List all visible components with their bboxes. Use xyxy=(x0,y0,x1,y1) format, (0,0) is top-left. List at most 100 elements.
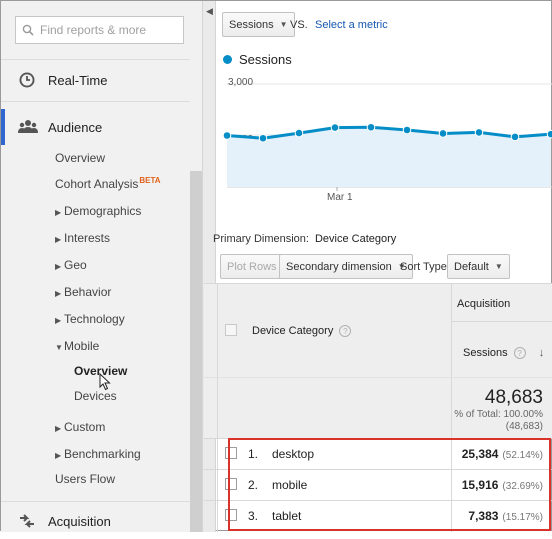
primary-dimension-label: Primary Dimension: xyxy=(213,233,309,245)
row-device-link[interactable]: mobile xyxy=(272,478,308,492)
chart-legend-label: Sessions xyxy=(239,52,292,67)
primary-dimension-value[interactable]: Device Category xyxy=(314,233,397,245)
caret-right-icon: ▶ xyxy=(55,235,62,244)
sidebar-item-technology[interactable]: ▶ Technology xyxy=(55,312,125,326)
table-row[interactable]: 3. tablet 7,383 (15.17%) xyxy=(204,501,552,531)
sidebar-item-geo[interactable]: ▶ Geo xyxy=(55,258,87,272)
sidebar-item-custom[interactable]: ▶ Custom xyxy=(55,420,105,434)
sidebar-item-behavior[interactable]: ▶ Behavior xyxy=(55,285,111,299)
chevron-down-icon: ▼ xyxy=(279,20,288,29)
legend-dot xyxy=(223,55,232,64)
table-border xyxy=(204,469,552,470)
sort-type-value: Default xyxy=(454,260,489,273)
series-area xyxy=(227,127,551,187)
caret-right-icon: ▶ xyxy=(55,208,62,217)
primary-dimension: Primary Dimension: Device Category xyxy=(213,233,396,245)
sidebar-item-demographics[interactable]: ▶ Demographics xyxy=(55,204,141,218)
sidebar-item-label: Behavior xyxy=(64,285,112,299)
active-indicator xyxy=(1,109,5,145)
caret-right-icon: ▶ xyxy=(55,424,62,433)
table-border xyxy=(204,283,552,284)
row-device-link[interactable]: tablet xyxy=(272,509,302,523)
sort-type-select[interactable]: Default ▼ xyxy=(447,254,510,279)
sidebar-item-mobile-overview[interactable]: Overview xyxy=(74,364,128,378)
row-number: 1. xyxy=(248,447,259,461)
sidebar: Find reports & more Real-Time Audience O… xyxy=(1,1,203,532)
sessions-header-label: Sessions xyxy=(463,347,508,359)
caret-right-icon: ▶ xyxy=(55,451,62,460)
sidebar-divider xyxy=(1,59,190,60)
secondary-dimension-select[interactable]: Secondary dimension ▼ xyxy=(279,254,413,279)
sidebar-item-label: Technology xyxy=(64,312,125,326)
device-category-header[interactable]: Device Category? xyxy=(252,325,352,338)
data-point-2 xyxy=(294,128,304,138)
table-border xyxy=(204,377,552,378)
sidebar-item-realtime[interactable]: Real-Time xyxy=(1,62,190,98)
select-all-checkbox[interactable] xyxy=(225,324,237,336)
row-number: 3. xyxy=(248,509,259,523)
y-tick-label-top: 3,000 xyxy=(228,77,253,88)
data-point-6 xyxy=(438,129,448,138)
row-number: 2. xyxy=(248,478,259,492)
sidebar-item-overview[interactable]: Overview xyxy=(55,151,106,165)
sessions-total: 48,683 xyxy=(484,387,543,408)
sidebar-item-users-flow[interactable]: Users Flow xyxy=(55,472,116,486)
sort-type-label: Sort Type: xyxy=(400,261,450,273)
search-icon xyxy=(22,24,34,36)
data-point-4 xyxy=(366,122,376,132)
chevron-left-icon: ◀ xyxy=(206,6,213,16)
sessions-column-header[interactable]: Sessions? ↓ xyxy=(463,347,544,360)
report-main: Sessions ▼ VS. Select a metric Sessions … xyxy=(204,1,552,532)
mouse-cursor-icon xyxy=(99,373,111,391)
row-sessions-value: 15,916 xyxy=(461,478,499,492)
table-border xyxy=(451,321,552,322)
sidebar-item-acquisition[interactable]: Acquisition xyxy=(1,503,190,539)
row-sessions: 7,383 (15.17%) xyxy=(468,509,543,523)
people-icon xyxy=(18,120,38,133)
sidebar-item-mobile-devices[interactable]: Devices xyxy=(74,389,117,403)
row-checkbox[interactable] xyxy=(225,509,237,521)
select-metric-link[interactable]: Select a metric xyxy=(315,19,388,31)
acquisition-icon xyxy=(20,514,34,528)
sidebar-item-mobile[interactable]: ▼Mobile xyxy=(55,339,99,353)
help-icon[interactable]: ? xyxy=(339,325,352,338)
data-point-9 xyxy=(546,129,552,139)
sessions-line-chart[interactable]: 3,000 1,500 Mar 1 xyxy=(217,69,552,207)
data-point-3 xyxy=(330,123,340,132)
sidebar-item-cohort-analysis[interactable]: Cohort AnalysisBETA xyxy=(55,176,161,191)
sidebar-item-audience[interactable]: Audience xyxy=(1,109,190,145)
table-row[interactable]: 2. mobile 15,916 (32.69%) xyxy=(204,470,552,500)
data-point-8 xyxy=(510,132,520,142)
metric-select[interactable]: Sessions ▼ xyxy=(222,12,295,37)
plot-rows-button[interactable]: Plot Rows xyxy=(220,254,284,279)
row-sessions-pct: (52.14%) xyxy=(502,450,543,461)
sidebar-item-label: Demographics xyxy=(64,204,142,218)
row-device-link[interactable]: desktop xyxy=(272,447,315,461)
sidebar-item-interests[interactable]: ▶ Interests xyxy=(55,231,110,245)
table-border xyxy=(217,283,218,532)
search-input[interactable]: Find reports & more xyxy=(15,16,184,44)
data-point-7 xyxy=(474,128,484,137)
table-row[interactable]: 1. desktop 25,384 (52.14%) xyxy=(204,439,552,469)
plot-rows-label: Plot Rows xyxy=(227,260,277,273)
row-sessions-value: 7,383 xyxy=(468,509,499,523)
sidebar-item-label: Interests xyxy=(64,231,111,245)
sidebar-item-benchmarking[interactable]: ▶ Benchmarking xyxy=(55,447,141,461)
beta-badge: BETA xyxy=(139,176,161,185)
row-checkbox[interactable] xyxy=(225,478,237,490)
sidebar-scrollbar[interactable] xyxy=(190,171,202,532)
help-icon[interactable]: ? xyxy=(513,347,526,360)
clock-icon xyxy=(19,72,35,88)
row-sessions-pct: (15.17%) xyxy=(502,512,543,523)
vs-label: VS. xyxy=(290,19,308,31)
caret-right-icon: ▶ xyxy=(55,289,62,298)
sidebar-item-label: Mobile xyxy=(64,339,100,353)
device-category-header-label: Device Category xyxy=(252,325,334,337)
sessions-total-pct: % of Total: 100.00% xyxy=(454,409,543,420)
data-point-5 xyxy=(402,125,412,135)
series-line-sessions xyxy=(226,125,552,140)
row-checkbox[interactable] xyxy=(225,447,237,459)
sidebar-divider xyxy=(1,101,190,102)
sidebar-item-label: Audience xyxy=(48,119,103,135)
sidebar-item-label: Custom xyxy=(64,420,106,434)
